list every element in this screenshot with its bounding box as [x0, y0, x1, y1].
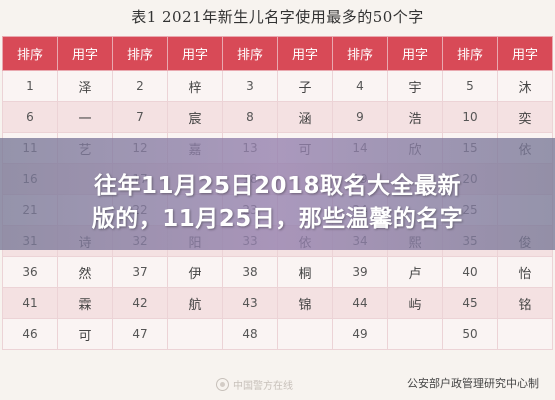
- char-cell: 一: [57, 101, 113, 133]
- rank-cell: 38: [222, 256, 278, 288]
- char-cell: 子: [277, 70, 333, 102]
- headline-line-1: 往年11月25日2018取名大全最新: [93, 173, 462, 199]
- header-char: 用字: [57, 36, 113, 71]
- char-cell: [277, 318, 333, 350]
- rank-cell: 47: [112, 318, 168, 350]
- rank-cell: 43: [222, 287, 278, 319]
- rank-cell: 50: [442, 318, 498, 350]
- source-credit: 公安部户政管理研究中心制: [407, 377, 539, 390]
- char-cell: 怡: [497, 256, 553, 288]
- header-rank: 排序: [2, 36, 58, 71]
- header-rank: 排序: [442, 36, 498, 71]
- char-cell: 宇: [387, 70, 443, 102]
- rank-cell: 2: [112, 70, 168, 102]
- table-row: 46 可 47 48 49 50: [2, 318, 553, 350]
- table-title: 表1 2021年新生儿名字使用最多的50个字: [131, 8, 424, 26]
- char-cell: [167, 318, 223, 350]
- char-cell: 然: [57, 256, 113, 288]
- rank-cell: 46: [2, 318, 58, 350]
- table-row: 6 一 7 宸 8 涵 9 浩 10 奕: [2, 101, 553, 133]
- rank-cell: 4: [332, 70, 388, 102]
- table-row: 41 霖 42 航 43 锦 44 屿 45 铭: [2, 287, 553, 319]
- rank-cell: 9: [332, 101, 388, 133]
- char-cell: 泽: [57, 70, 113, 102]
- rank-cell: 37: [112, 256, 168, 288]
- rank-cell: 44: [332, 287, 388, 319]
- rank-cell: 10: [442, 101, 498, 133]
- rank-cell: 42: [112, 287, 168, 319]
- char-cell: 航: [167, 287, 223, 319]
- header-rank: 排序: [112, 36, 168, 71]
- char-cell: 沐: [497, 70, 553, 102]
- rank-cell: 45: [442, 287, 498, 319]
- rank-cell: 7: [112, 101, 168, 133]
- header-char: 用字: [277, 36, 333, 71]
- rank-cell: 41: [2, 287, 58, 319]
- rank-cell: 6: [2, 101, 58, 133]
- char-cell: 霖: [57, 287, 113, 319]
- watermark: 中国警方在线: [216, 377, 293, 392]
- rank-cell: 5: [442, 70, 498, 102]
- char-cell: 屿: [387, 287, 443, 319]
- header-rank: 排序: [332, 36, 388, 71]
- char-cell: 奕: [497, 101, 553, 133]
- watermark-logo-icon: [216, 378, 229, 391]
- char-cell: 锦: [277, 287, 333, 319]
- header-char: 用字: [497, 36, 553, 71]
- rank-cell: 39: [332, 256, 388, 288]
- char-cell: 梓: [167, 70, 223, 102]
- char-cell: [387, 318, 443, 350]
- char-cell: 涵: [277, 101, 333, 133]
- char-cell: 宸: [167, 101, 223, 133]
- table-header-row: 排序 用字 排序 用字 排序 用字 排序 用字 排序 用字: [2, 36, 553, 71]
- char-cell: 可: [57, 318, 113, 350]
- char-cell: 卢: [387, 256, 443, 288]
- rank-cell: 36: [2, 256, 58, 288]
- char-cell: [497, 318, 553, 350]
- char-cell: 伊: [167, 256, 223, 288]
- char-cell: 浩: [387, 101, 443, 133]
- rank-cell: 49: [332, 318, 388, 350]
- headline-line-2: 版的，11月25日，那些温馨的名字: [91, 206, 464, 232]
- rank-cell: 48: [222, 318, 278, 350]
- watermark-text: 中国警方在线: [233, 381, 293, 392]
- char-cell: 桐: [277, 256, 333, 288]
- rank-cell: 40: [442, 256, 498, 288]
- table-row: 36 然 37 伊 38 桐 39 卢 40 怡: [2, 256, 553, 288]
- rank-cell: 8: [222, 101, 278, 133]
- char-cell: 铭: [497, 287, 553, 319]
- header-rank: 排序: [222, 36, 278, 71]
- rank-cell: 1: [2, 70, 58, 102]
- headline-overlay: [0, 138, 555, 250]
- header-char: 用字: [167, 36, 223, 71]
- header-char: 用字: [387, 36, 443, 71]
- rank-cell: 3: [222, 70, 278, 102]
